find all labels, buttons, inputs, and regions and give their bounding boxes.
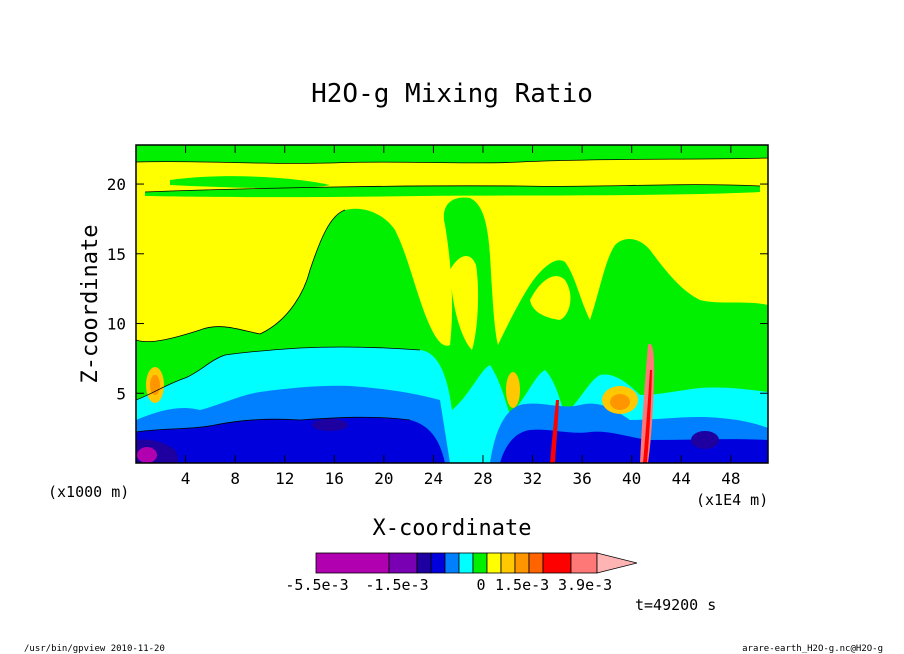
footer-right: arare-earth_H2O-g.nc@H2O-g	[742, 644, 883, 654]
footer-left: /usr/bin/gpview 2010-11-20	[24, 644, 165, 654]
x-tick-label: 32	[523, 469, 542, 488]
x-tick-label: 36	[572, 469, 591, 488]
colorbar-label: 3.9e-3	[558, 576, 612, 594]
field-upper-band	[136, 145, 768, 164]
colorbar-label: 0	[476, 576, 485, 594]
field-blue	[136, 417, 445, 463]
colorbar-label: -5.5e-3	[285, 576, 348, 594]
x-tick-label: 4	[181, 469, 191, 488]
colorbar-segment	[542, 552, 572, 574]
colorbar	[315, 552, 638, 574]
field-orange-left-core	[150, 375, 160, 395]
colorbar-segment	[570, 552, 598, 574]
x-tick-label: 12	[275, 469, 294, 488]
y-axis: 5 10 15 20	[107, 175, 768, 403]
field-upper-streak	[170, 176, 330, 189]
colorbar-segment	[430, 552, 446, 574]
y-tick-label: 15	[107, 245, 126, 264]
x-tick-label: 8	[230, 469, 240, 488]
field-orange-right-core	[610, 394, 630, 410]
y-tick-label: 10	[107, 315, 126, 334]
y-tick-label: 20	[107, 175, 126, 194]
colorbar-extend-arrow	[596, 552, 638, 574]
field-filament-2	[550, 400, 559, 463]
field-yellow-pocket-2	[450, 255, 479, 350]
chart-title: H2O-g Mixing Ratio	[311, 79, 593, 109]
y-tick-label: 5	[116, 384, 126, 403]
x-tick-label: 48	[721, 469, 740, 488]
colorbar-segment	[315, 552, 390, 574]
colorbar-label: 1.5e-3	[495, 576, 549, 594]
field-filament-core	[643, 370, 652, 463]
x-axis: 4 8 12 16 20 24 28 32 36 40 44 48	[181, 145, 740, 488]
colorbar-segment	[444, 552, 460, 574]
field-blue-2	[500, 429, 768, 463]
x-tick-label: 20	[374, 469, 393, 488]
time-label: t=49200 s	[635, 596, 716, 614]
colorbar-segment	[416, 552, 432, 574]
plot-frame	[135, 144, 769, 464]
colorbar-segment	[472, 552, 488, 574]
colorbar-segment	[388, 552, 418, 574]
x-tick-label: 16	[325, 469, 344, 488]
colorbar-segment	[458, 552, 474, 574]
colorbar-segment	[528, 552, 544, 574]
x-tick-label: 24	[424, 469, 443, 488]
field-orange-mid	[506, 372, 520, 408]
field-yellow-pocket	[530, 276, 571, 320]
colorbar-segment	[514, 552, 530, 574]
colorbar-segment	[486, 552, 502, 574]
colorbar-segment	[500, 552, 516, 574]
colorbar-labels: -5.5e-3 -1.5e-3 0 1.5e-3 3.9e-3	[285, 576, 612, 594]
x-tick-label: 44	[672, 469, 691, 488]
x-tick-label: 40	[622, 469, 641, 488]
x-tick-label: 28	[473, 469, 492, 488]
contour-lines	[136, 157, 768, 433]
x-unit-right: (x1E4 m)	[696, 491, 768, 509]
field-navy-3	[691, 431, 719, 449]
x-axis-label: X-coordinate	[373, 516, 532, 541]
field-navy-2	[312, 419, 348, 431]
plot-area	[136, 145, 768, 463]
field-purple	[137, 447, 157, 463]
y-axis-label: Z-coordinate	[78, 225, 103, 384]
x-unit-left: (x1000 m)	[48, 483, 129, 501]
colorbar-label: -1.5e-3	[365, 576, 428, 594]
